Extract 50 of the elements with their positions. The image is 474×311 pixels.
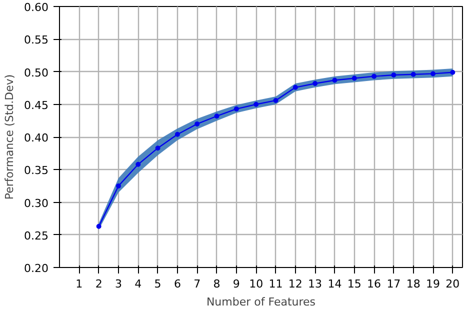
- y-tick-label: 0.50: [24, 66, 49, 80]
- point: [273, 98, 278, 103]
- point: [372, 74, 377, 79]
- x-tick-label: 15: [347, 278, 362, 290]
- point: [410, 72, 416, 77]
- y-tick-label: 0.40: [24, 132, 49, 144]
- point: [155, 146, 160, 151]
- point: [352, 76, 357, 81]
- point: [312, 81, 318, 86]
- x-tick-label: 20: [446, 278, 460, 290]
- x-tick-label: 13: [308, 278, 322, 290]
- x-tick-label: 1: [76, 278, 83, 290]
- point: [214, 114, 220, 119]
- x-tick-label: 10: [249, 278, 264, 290]
- x-tick-label: 8: [213, 278, 220, 290]
- x-tick-label: 18: [406, 278, 420, 290]
- x-tick-label: 7: [194, 278, 201, 290]
- x-tick-label: 6: [174, 278, 181, 290]
- y-tick-label: 0.20: [24, 262, 49, 275]
- x-axis-title: Number of Features: [206, 296, 316, 308]
- x-tick-label: 5: [154, 278, 162, 290]
- point: [96, 224, 102, 229]
- x-tick-label: 12: [288, 278, 302, 290]
- x-tick-label: 4: [134, 278, 142, 290]
- y-tick-label: 0.25: [24, 229, 49, 242]
- point: [194, 121, 200, 126]
- point: [292, 84, 298, 90]
- y-tick-label: 0.60: [24, 1, 49, 14]
- x-tick-label: 2: [95, 278, 102, 290]
- point: [430, 71, 436, 76]
- x-tick-label: 3: [114, 278, 122, 290]
- point: [234, 106, 239, 112]
- point: [116, 183, 121, 188]
- y-tick-label: 0.30: [24, 196, 49, 210]
- point: [174, 132, 180, 137]
- x-tick-label: 14: [328, 278, 342, 290]
- y-tick-label: 0.35: [24, 164, 49, 178]
- x-tick-label: 9: [232, 278, 240, 290]
- x-tick-label: 17: [386, 278, 401, 290]
- point: [391, 72, 396, 78]
- point: [450, 70, 456, 75]
- point: [254, 102, 259, 107]
- y-axis-title: Performance (Std.Dev): [3, 74, 16, 200]
- point: [332, 78, 338, 83]
- y-tick-label: 0.45: [24, 98, 49, 112]
- point: [136, 162, 141, 167]
- y-tick-label: 0.55: [24, 34, 49, 47]
- x-tick-label: 11: [268, 278, 283, 290]
- x-tick-label: 16: [367, 278, 382, 290]
- x-tick-label: 19: [426, 278, 440, 290]
